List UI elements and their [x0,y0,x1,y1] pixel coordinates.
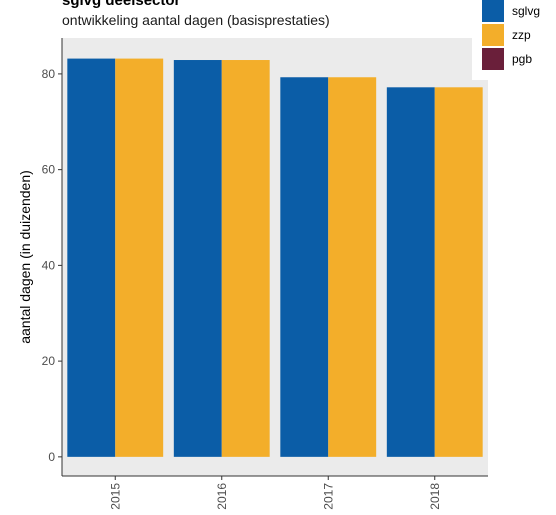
y-axis-title: aantal dagen (in duizenden) [17,170,33,344]
bar-sglvg-2017 [280,77,329,457]
y-tick-label: 40 [42,258,56,272]
bar-sglvg-2016 [173,60,222,457]
chart-title: sglvg deelsector [62,0,181,9]
x-tick-label-2015: 2015 [108,483,122,510]
legend-label-pgb: pgb [512,52,532,66]
bar-zzp-2015 [115,58,164,457]
bar-zzp-2017 [328,77,377,457]
y-tick-label: 80 [42,67,56,81]
y-tick-label: 60 [42,163,56,177]
bar-zzp-2018 [434,87,483,457]
bar-sglvg-2015 [67,58,116,457]
y-tick-label: 0 [48,450,55,464]
x-tick-label-2016: 2016 [215,483,229,510]
chart-subtitle: ontwikkeling aantal dagen (basisprestati… [62,12,330,28]
bar-sglvg-2018 [386,87,435,457]
bar-zzp-2016 [221,60,270,457]
legend-key-zzp [482,24,504,46]
x-tick-label-2018: 2018 [428,483,442,510]
legend-label-sglvg: sglvg [512,4,540,18]
legend-key-pgb [482,48,504,70]
y-tick-label: 20 [42,354,56,368]
x-tick-label-2017: 2017 [321,483,335,510]
legend-key-sglvg [482,0,504,22]
legend-label-zzp: zzp [512,28,531,42]
